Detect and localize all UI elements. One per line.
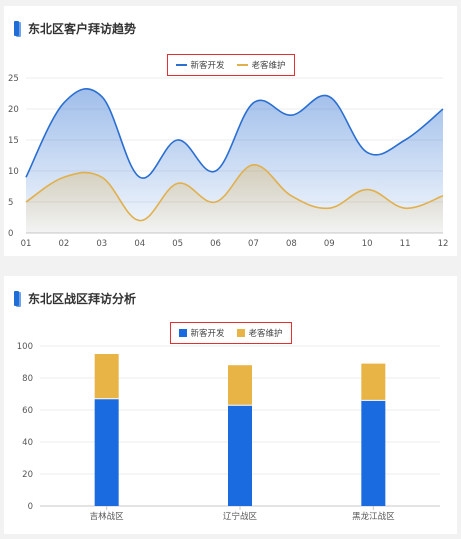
bar-segment [94, 354, 119, 399]
legend-label: 老客维护 [251, 61, 286, 71]
series-area [26, 88, 443, 233]
legend-item-old[interactable]: 老客维护 [236, 327, 283, 339]
series-area [26, 164, 443, 233]
x-tick-label: 04 [134, 239, 145, 249]
y-tick-label: 20 [8, 105, 19, 115]
y-tick-label: 100 [17, 342, 33, 352]
y-tick-label: 25 [8, 74, 19, 84]
trend-legend[interactable]: 新客开发 老客维护 [166, 54, 295, 76]
legend-item-new[interactable]: 新客开发 [178, 327, 225, 339]
bar-segment [228, 365, 252, 406]
trend-chart-title: 东北区客户拜访趋势 [28, 21, 137, 36]
y-tick-label: 10 [8, 167, 19, 177]
x-tick-label: 05 [172, 239, 183, 249]
bar-segment [94, 398, 119, 506]
bar-segment [361, 363, 386, 401]
x-tick-label: 辽宁战区 [223, 511, 258, 522]
title-marker-icon [14, 290, 19, 306]
legend-line-icon [236, 64, 248, 66]
legend-item-old[interactable]: 老客维护 [236, 59, 286, 71]
y-tick-label: 0 [8, 229, 13, 239]
y-tick-label: 80 [22, 374, 33, 384]
trend-panel-header: 东北区客户拜访趋势 [14, 18, 136, 38]
legend-item-new[interactable]: 新客开发 [175, 59, 225, 71]
region-legend[interactable]: 新客开发 老客维护 [169, 322, 292, 344]
x-tick-label: 09 [324, 239, 335, 249]
x-tick-label: 10 [362, 239, 373, 249]
legend-line-icon [175, 64, 187, 66]
x-tick-label: 08 [286, 239, 297, 249]
legend-label: 新客开发 [190, 329, 225, 339]
x-tick-label: 03 [96, 239, 107, 249]
bar-segment [228, 405, 252, 506]
series-line [25, 163, 444, 222]
y-tick-label: 20 [22, 470, 33, 480]
title-marker-icon [14, 20, 19, 36]
y-tick-label: 40 [22, 438, 33, 448]
series-line [25, 88, 444, 179]
legend-label: 新客开发 [190, 61, 225, 71]
x-tick-label: 06 [210, 239, 221, 249]
x-tick-label: 11 [400, 239, 411, 249]
x-tick-label: 07 [248, 239, 259, 249]
y-tick-label: 0 [28, 502, 33, 512]
legend-square-icon [178, 329, 187, 337]
x-tick-label: 02 [58, 239, 69, 249]
legend-square-icon [236, 329, 245, 337]
y-tick-label: 15 [8, 136, 19, 146]
x-tick-label: 12 [438, 239, 449, 249]
region-panel-header: 东北区战区拜访分析 [14, 288, 136, 308]
legend-label: 老客维护 [248, 329, 283, 339]
bar-segment [361, 400, 386, 506]
x-tick-label: 01 [21, 239, 32, 249]
x-tick-label: 吉林战区 [90, 511, 125, 522]
y-tick-label: 5 [8, 198, 13, 208]
region-chart-title: 东北区战区拜访分析 [28, 291, 137, 306]
y-tick-label: 60 [22, 406, 33, 416]
x-tick-label: 黑龙江战区 [352, 511, 395, 522]
